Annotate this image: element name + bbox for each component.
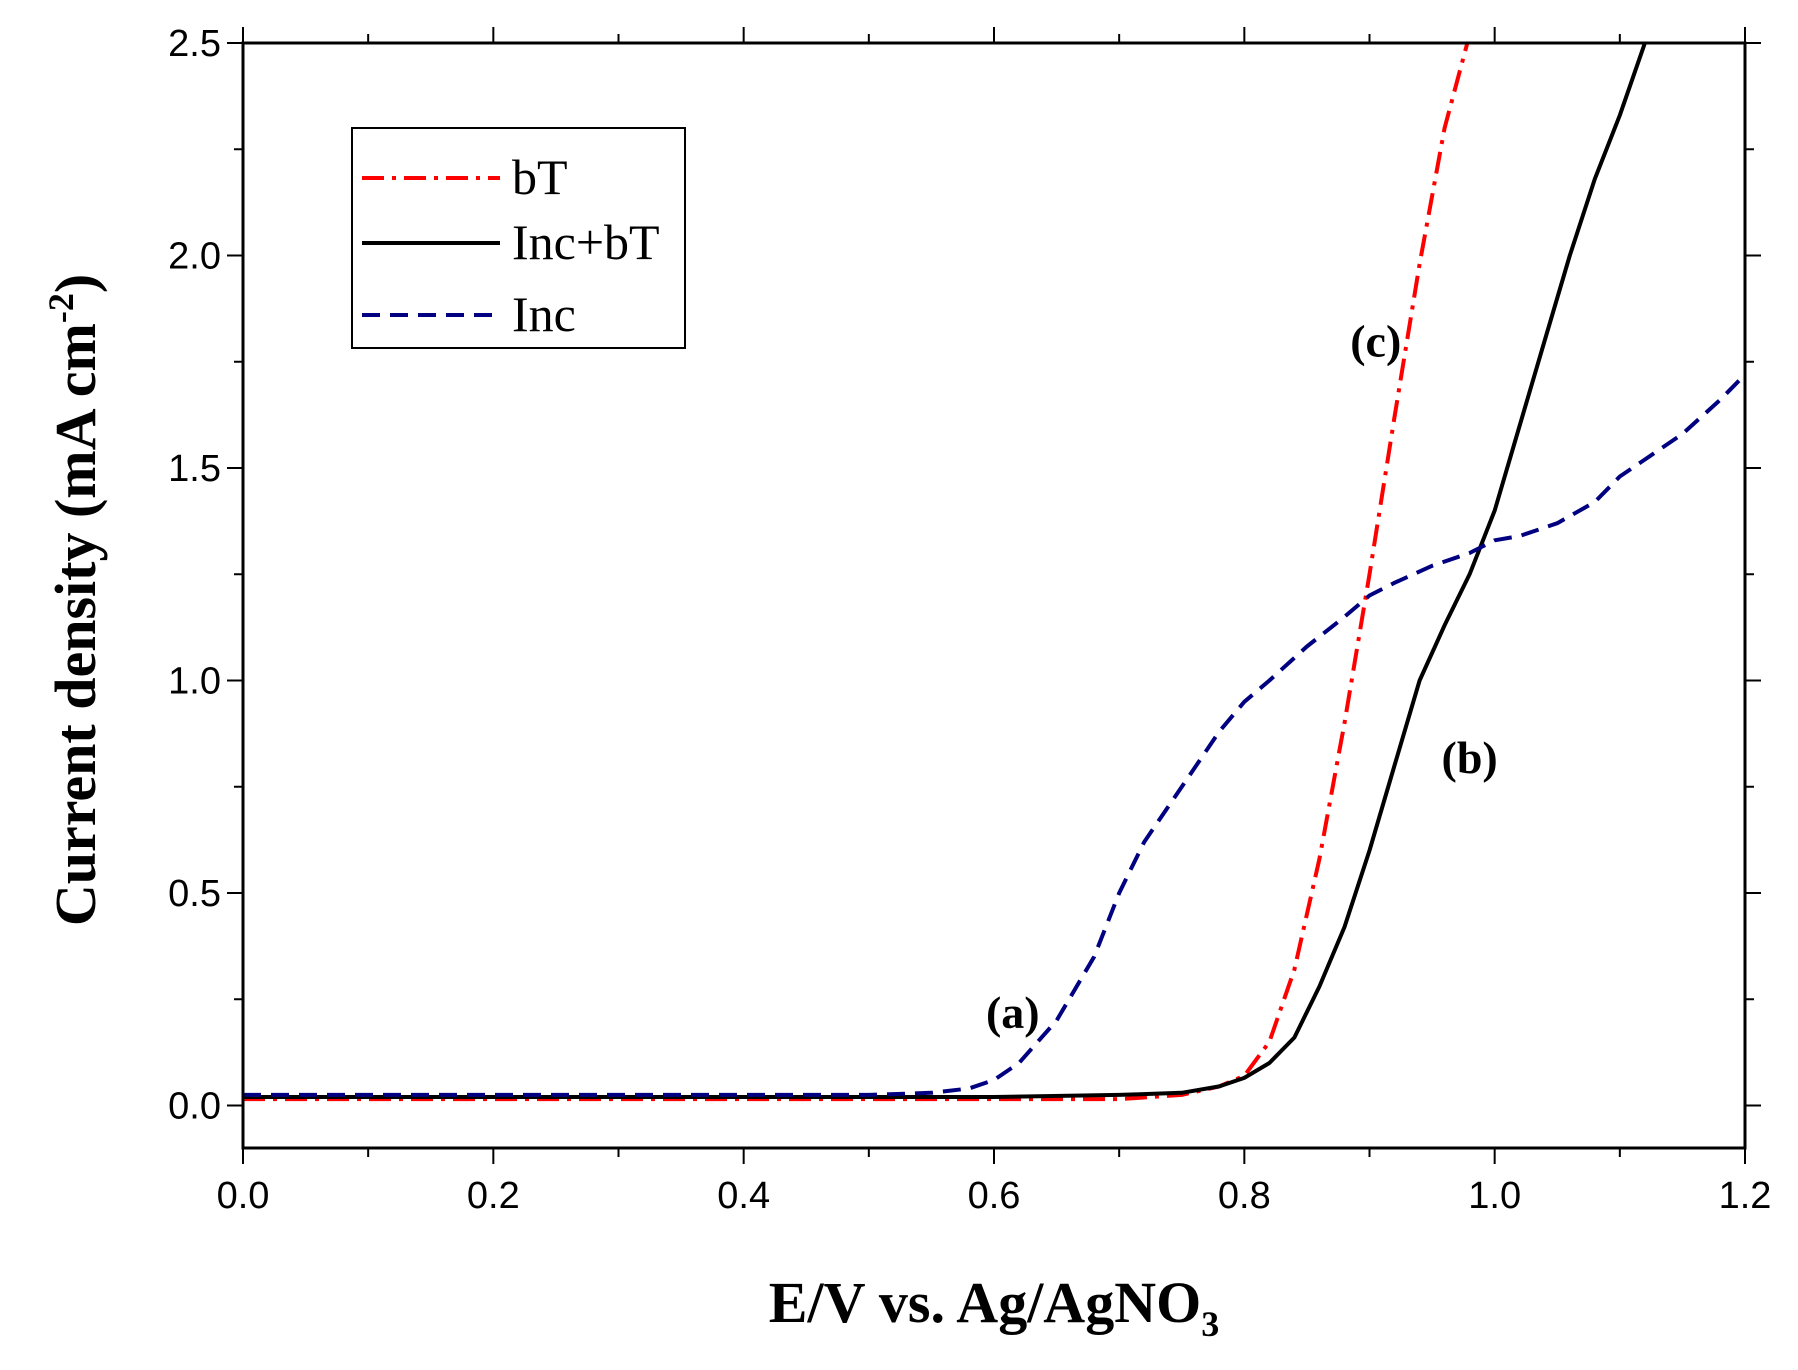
- x-axis-title: E/V vs. Ag/AgNO3: [769, 1270, 1219, 1344]
- y-axis-title-superscript: -2: [41, 293, 81, 323]
- y-tick-label: 1.0: [168, 661, 221, 703]
- legend-box: [351, 127, 686, 349]
- legend: bT Inc+bT Inc: [351, 127, 686, 349]
- x-axis-title-main: E/V vs. Ag/AgNO: [769, 1270, 1201, 1335]
- y-tick-label: 2.5: [168, 23, 221, 65]
- y-tick-label: 0.0: [168, 1086, 221, 1128]
- y-tick-label: 2.0: [168, 236, 221, 278]
- curve-annotation: (c): [1350, 316, 1401, 367]
- series-layer: [243, 43, 1745, 1102]
- series-inc-bt-line: [243, 43, 1647, 1099]
- y-tick-label: 1.5: [168, 448, 221, 490]
- curve-annotation: (a): [986, 987, 1040, 1038]
- x-tick-label: 0.6: [968, 1175, 1021, 1217]
- series-bt-line: [243, 43, 1470, 1102]
- x-tick-label: 0.8: [1218, 1175, 1271, 1217]
- y-axis-title: Current density (mA cm-2): [41, 274, 108, 926]
- y-axis-title-close: ): [43, 274, 108, 293]
- x-tick-label: 0.2: [467, 1175, 520, 1217]
- series-inc-line: [243, 373, 1745, 1097]
- legend-label-inc-bt: Inc+bT: [512, 214, 660, 270]
- legend-label-bt: bT: [512, 149, 568, 205]
- curve-annotation: (b): [1442, 732, 1498, 783]
- x-tick-label: 0.0: [217, 1175, 270, 1217]
- x-axis-title-subscript: 3: [1201, 1304, 1219, 1344]
- x-tick-label: 0.4: [717, 1175, 770, 1217]
- x-tick-label: 1.0: [1468, 1175, 1521, 1217]
- annot-layer: (a) (b) (c): [986, 316, 1498, 1039]
- legend-label-inc: Inc: [512, 286, 576, 342]
- y-tick-label: 0.5: [168, 873, 221, 915]
- x-tick-label: 1.2: [1719, 1175, 1772, 1217]
- y-axis-title-main: Current density (mA cm: [43, 323, 108, 926]
- ticks-layer: 0.0 0.2 0.4 0.6 0.8 1.0 1.2 0.0 0.5 1.0 1.5 2.0 2.5: [168, 23, 1771, 1217]
